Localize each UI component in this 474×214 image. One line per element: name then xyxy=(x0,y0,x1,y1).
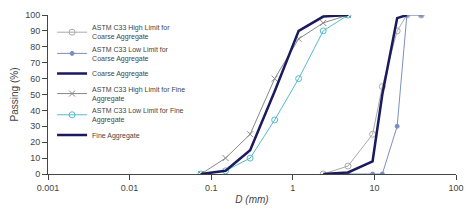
svg-text:ASTM C33 High Limit forCoarse: ASTM C33 High Limit forCoarse Aggregate xyxy=(92,24,170,41)
svg-text:ASTM C33 High Limit for FineAg: ASTM C33 High Limit for FineAggregate xyxy=(92,86,185,103)
svg-text:20: 20 xyxy=(30,137,40,147)
svg-text:0.01: 0.01 xyxy=(121,183,139,193)
svg-text:40: 40 xyxy=(30,106,40,116)
svg-text:100: 100 xyxy=(448,183,463,193)
svg-text:80: 80 xyxy=(30,42,40,52)
svg-text:50: 50 xyxy=(30,90,40,100)
svg-text:100: 100 xyxy=(25,10,40,20)
svg-text:Coarse Aggregate: Coarse Aggregate xyxy=(92,70,149,78)
svg-text:0: 0 xyxy=(35,169,40,179)
svg-text:Passing (%): Passing (%) xyxy=(9,68,20,122)
svg-text:90: 90 xyxy=(30,26,40,36)
svg-text:60: 60 xyxy=(30,74,40,84)
svg-text:0.1: 0.1 xyxy=(205,183,218,193)
svg-text:Fine Aggregate: Fine Aggregate xyxy=(92,132,140,140)
svg-text:10: 10 xyxy=(369,183,379,193)
svg-text:ASTM C33 Low Limit for FineAgg: ASTM C33 Low Limit for FineAggregate xyxy=(92,107,184,124)
svg-text:D (mm): D (mm) xyxy=(235,194,268,205)
svg-text:1: 1 xyxy=(290,183,295,193)
svg-text:ASTM C33 Low Limit forCoarse A: ASTM C33 Low Limit forCoarse Aggregate xyxy=(92,46,169,63)
svg-text:70: 70 xyxy=(30,58,40,68)
svg-text:0.001: 0.001 xyxy=(37,183,60,193)
svg-text:30: 30 xyxy=(30,121,40,131)
svg-text:10: 10 xyxy=(30,153,40,163)
